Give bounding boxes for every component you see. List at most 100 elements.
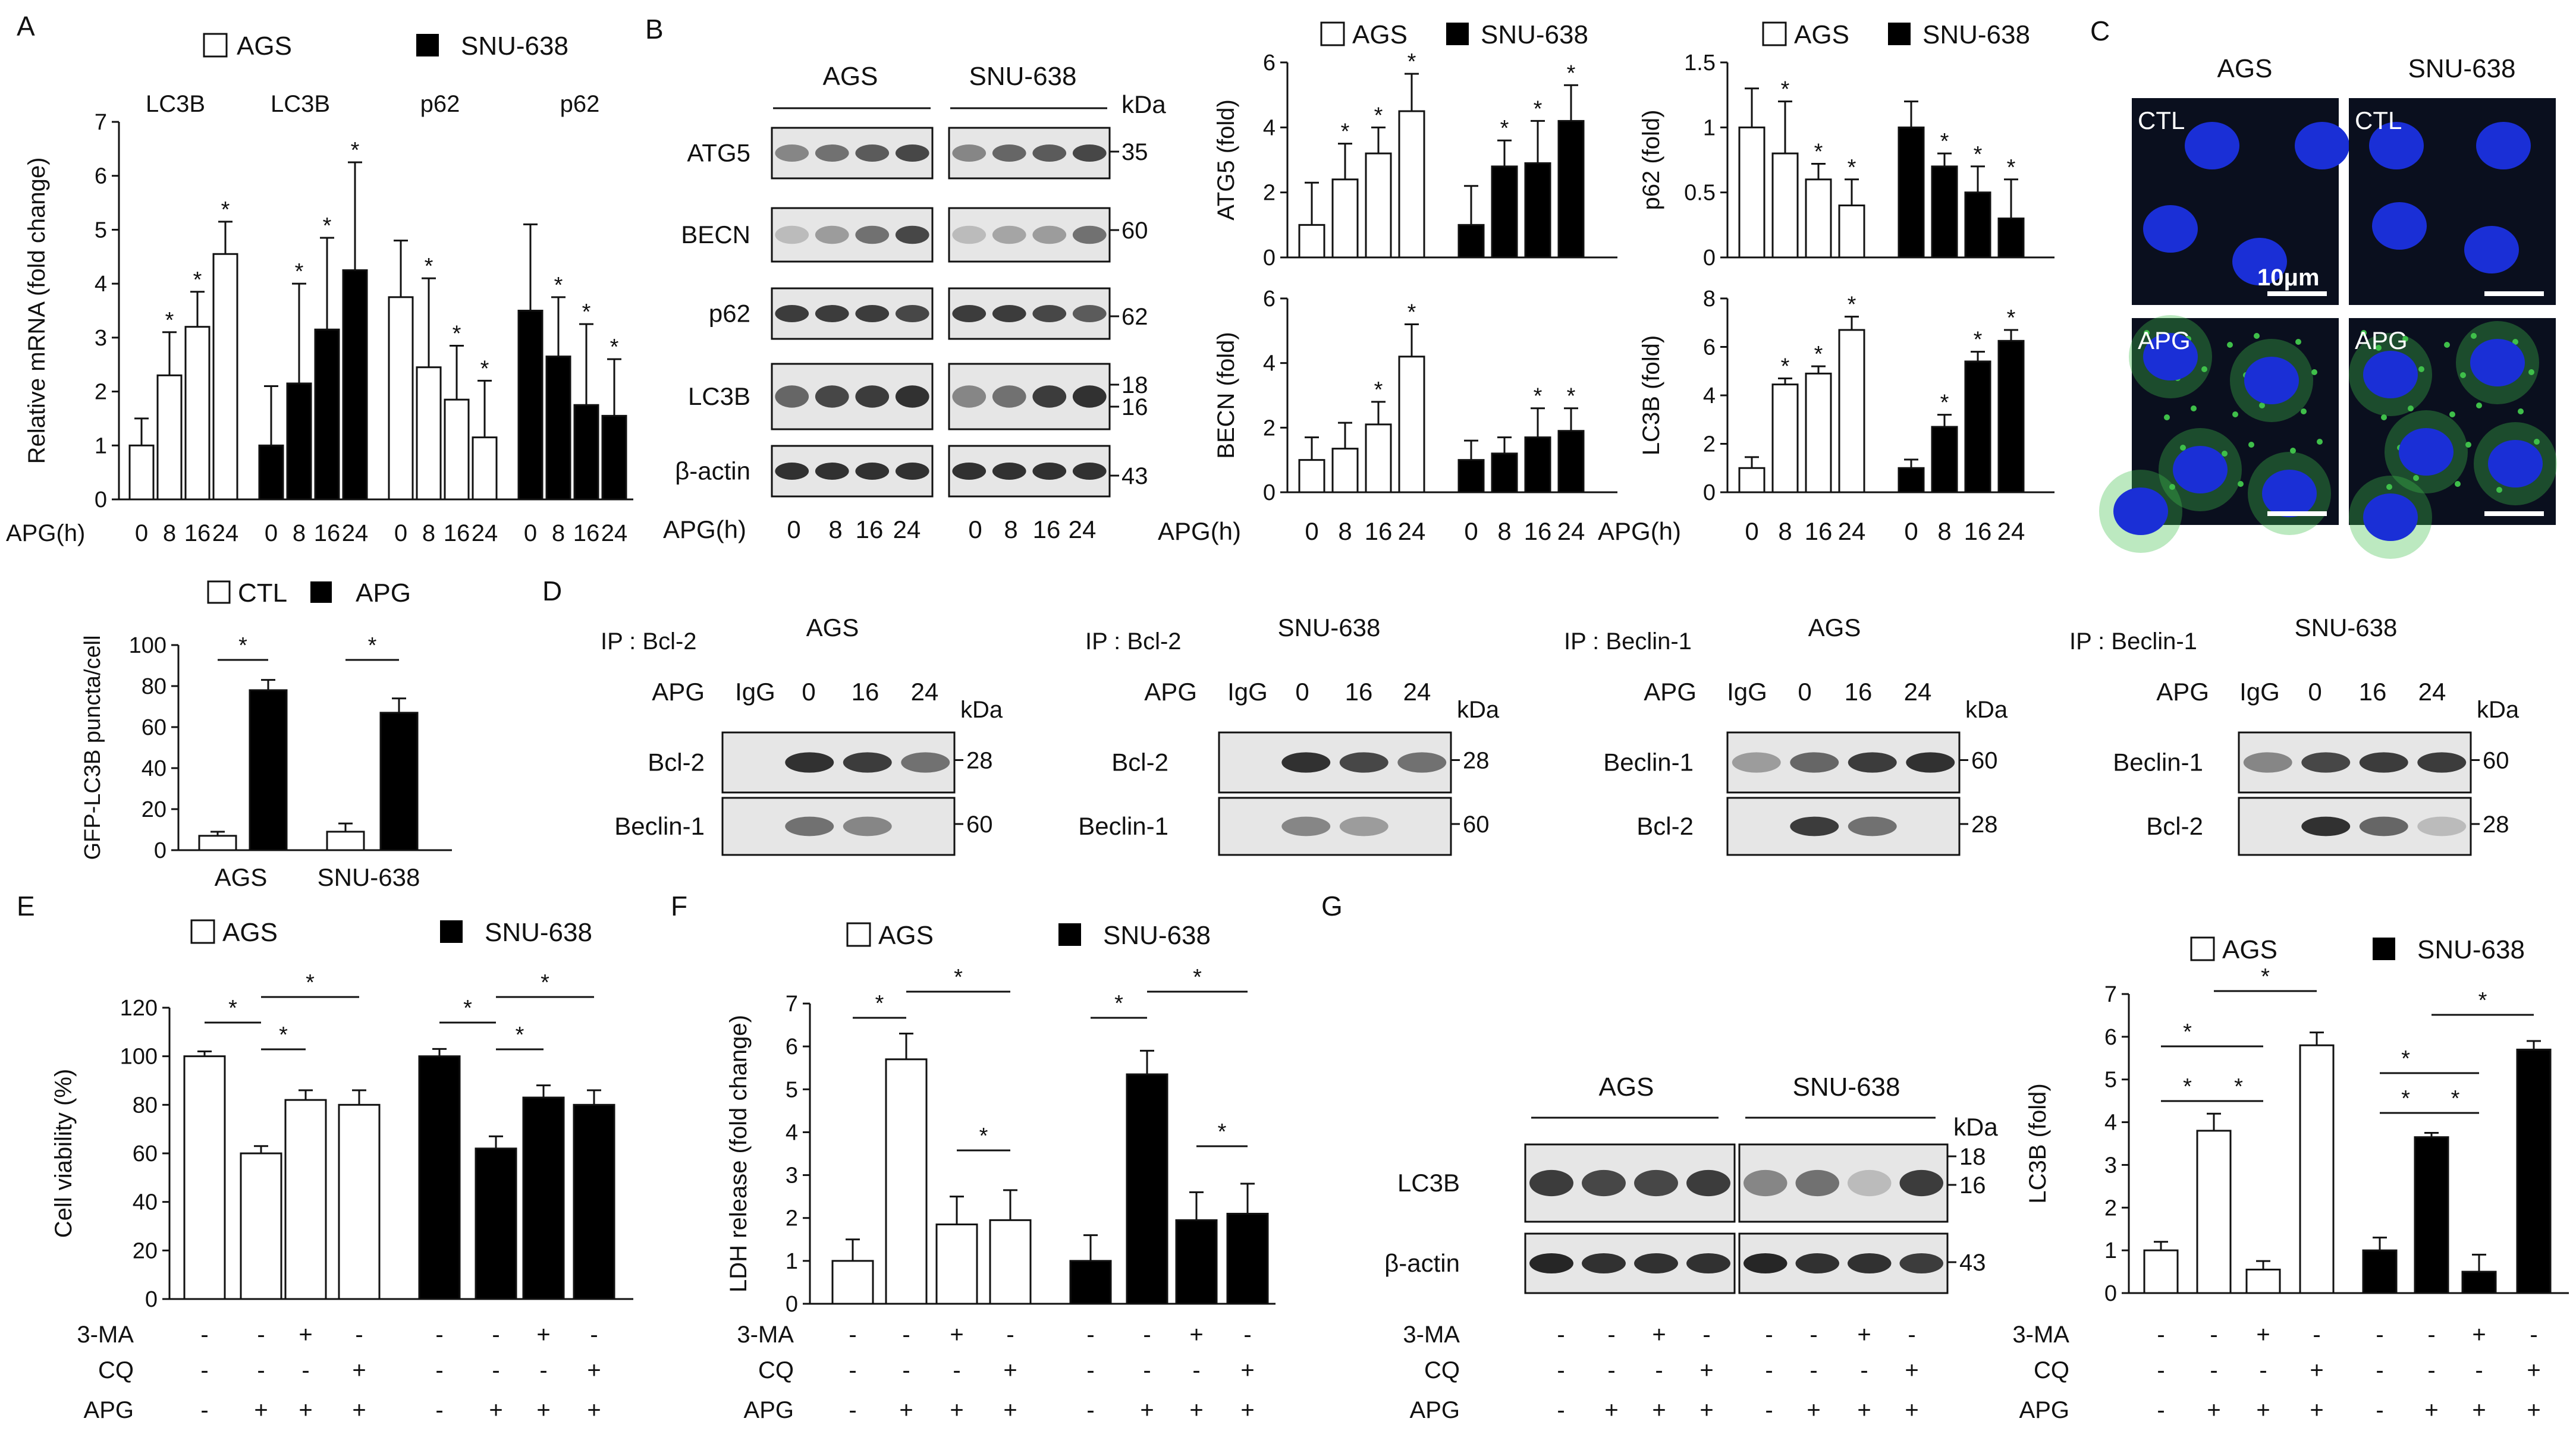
gfp-punctum	[2238, 481, 2244, 487]
blot-protein-label: Bcl-2	[648, 748, 705, 776]
treatment-row-label: 3-MA	[77, 1322, 134, 1348]
kda-marker: 43	[1121, 463, 1148, 489]
gfp-punctum	[2386, 484, 2392, 490]
x-tick-label: 0	[1745, 517, 1758, 545]
y-tick-label: 0	[786, 1292, 798, 1317]
significance-star: *	[2401, 1046, 2410, 1071]
blot-band	[2301, 816, 2351, 836]
y-tick-label: 1	[1703, 115, 1716, 140]
kda-marker: 60	[1463, 812, 1490, 838]
x-tick-label: 16	[1964, 517, 1992, 545]
significance-star: *	[480, 356, 489, 381]
blot-band	[2359, 752, 2408, 773]
significance-star: *	[1940, 129, 1949, 154]
blot-protein-label: Bcl-2	[2146, 812, 2203, 840]
y-axis-label: LDH release (fold change)	[725, 1015, 752, 1292]
legend-swatch-ctl	[207, 580, 231, 604]
blot-band	[1281, 816, 1331, 836]
treatment-row-label: 3-MA	[737, 1322, 794, 1348]
treatment-sign: +	[1003, 1397, 1017, 1423]
significance-star: *	[1781, 354, 1790, 379]
treatment-sign: -	[355, 1322, 363, 1348]
gfp-punctum	[2528, 369, 2534, 375]
treatment-sign: +	[2310, 1357, 2323, 1383]
blot-time-label: 0	[787, 515, 800, 543]
x-tick-label: 0	[394, 520, 407, 546]
significance-star: *	[1814, 140, 1823, 165]
y-tick-label: 6	[1263, 51, 1276, 76]
treatment-sign: +	[950, 1397, 963, 1423]
legend-swatch-snu	[416, 34, 439, 56]
significance-star: *	[954, 965, 963, 990]
treatment-sign: -	[1860, 1357, 1868, 1383]
treatment-sign: -	[1765, 1357, 1773, 1383]
bar	[573, 1103, 615, 1300]
y-tick-label: 5	[95, 218, 107, 243]
bar	[156, 374, 183, 501]
micro-condition-label: APG	[2355, 326, 2408, 354]
y-axis-label: LC3B (fold)	[2025, 1083, 2051, 1203]
bar	[2362, 1249, 2398, 1294]
legend-label-snu: SNU-638	[1481, 20, 1588, 49]
bar	[258, 444, 284, 501]
blot-band	[1790, 752, 1839, 773]
coip-blots-d: IP : Bcl-2 AGS APG IgG 0 16 24 kDa Bcl-2 28 Beclin…	[601, 614, 2520, 856]
bar	[338, 1103, 381, 1300]
treatment-sign: -	[902, 1322, 910, 1348]
blot-cell-label-snu: SNU-638	[969, 62, 1077, 91]
blot-band	[1072, 305, 1107, 322]
significance-star: *	[1408, 300, 1416, 325]
bar	[1838, 205, 1865, 259]
treatment-sign: +	[2256, 1322, 2270, 1348]
significance-star: *	[2478, 988, 2487, 1013]
nucleus	[2470, 339, 2525, 386]
x-tick-label: 8	[163, 520, 176, 546]
blot-band	[1072, 144, 1107, 162]
kda-marker: 60	[966, 812, 993, 838]
significance-star: *	[1193, 965, 1202, 990]
kda-label: kDa	[2477, 697, 2520, 723]
treatment-sign: -	[1607, 1322, 1615, 1348]
treatment-sign: +	[950, 1322, 963, 1348]
bar	[2299, 1044, 2335, 1294]
treatment-sign: +	[299, 1322, 312, 1348]
x-tick-label: 16	[314, 520, 341, 546]
significance-star: *	[2234, 1074, 2243, 1099]
bar	[1964, 360, 1991, 493]
bar	[1738, 467, 1765, 493]
blot-band	[1848, 752, 1897, 773]
significance-star: *	[2261, 964, 2270, 989]
blot-band	[815, 305, 849, 322]
treatment-sign: +	[1905, 1397, 1918, 1423]
x-axis-label: APG(h)	[1598, 517, 1681, 545]
blot-protein-label: Bcl-2	[1636, 812, 1694, 840]
bar	[444, 398, 470, 501]
treatment-sign: -	[849, 1322, 856, 1348]
blot-band	[992, 385, 1026, 408]
nucleus	[2143, 333, 2198, 380]
kda-marker: 16	[1959, 1172, 1986, 1199]
kda-marker: 16	[1121, 394, 1148, 420]
treatment-sign: -	[257, 1357, 265, 1383]
blot-protein-label: LC3B	[688, 382, 750, 410]
y-tick-label: 7	[786, 992, 798, 1017]
gfp-punctum	[2518, 408, 2524, 414]
blot-band	[2417, 752, 2467, 773]
bar	[1805, 372, 1832, 493]
nucleus	[2363, 351, 2418, 398]
gfp-punctum	[2311, 369, 2317, 375]
western-blot-b: AGS SNU-638 kDa ATG5 BECN p62 LC3B β-actin 35 60 6…	[663, 62, 1166, 543]
legend-swatch-ags	[203, 33, 228, 58]
y-tick-label: 1	[786, 1249, 798, 1274]
legend-label-ags: AGS	[1794, 20, 1849, 49]
blot-time-label: 24	[1069, 515, 1097, 543]
legend-label-snu: SNU-638	[461, 32, 568, 61]
y-tick-label: 0	[1703, 246, 1716, 271]
bar	[573, 404, 599, 501]
bar	[1771, 152, 1799, 259]
significance-star: *	[979, 1124, 988, 1149]
legend-label-ags: AGS	[878, 921, 934, 950]
kda-label: kDa	[1121, 90, 1166, 118]
significance-star: *	[425, 254, 433, 279]
